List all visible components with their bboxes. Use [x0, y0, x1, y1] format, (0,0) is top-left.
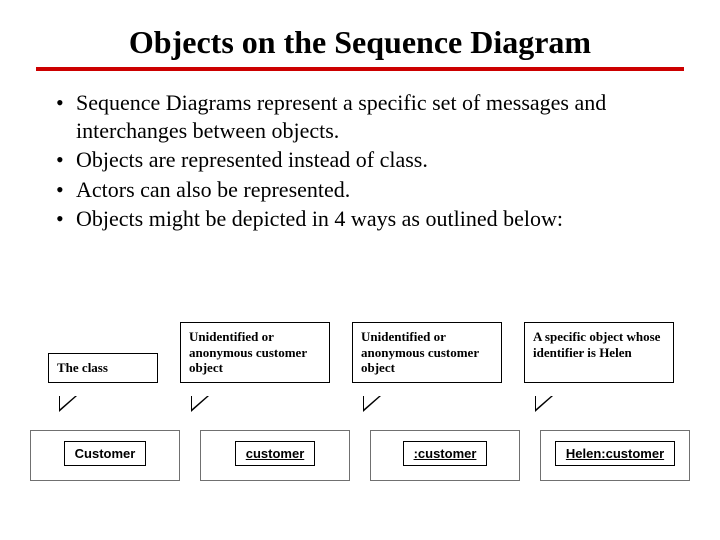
- object-box: Customer: [30, 430, 180, 481]
- bullet-item: Sequence Diagrams represent a specific s…: [54, 89, 672, 144]
- callout-text: Unidentified or anonymous customer objec…: [189, 329, 307, 375]
- object-label-customer-anon: customer: [235, 441, 316, 466]
- callout-anon-2: Unidentified or anonymous customer objec…: [352, 322, 502, 383]
- object-label-colon-customer: :customer: [403, 441, 488, 466]
- title-divider: [36, 67, 684, 71]
- object-box: :customer: [370, 430, 520, 481]
- object-label-helen-customer: Helen:customer: [555, 441, 675, 466]
- callout-row: The class Unidentified or anonymous cust…: [48, 322, 690, 383]
- callout-text: Unidentified or anonymous customer objec…: [361, 329, 479, 375]
- bullet-item: Objects are represented instead of class…: [54, 146, 672, 174]
- object-box: customer: [200, 430, 350, 481]
- callout-specific: A specific object whose identifier is He…: [524, 322, 674, 383]
- page-title: Objects on the Sequence Diagram: [48, 24, 672, 61]
- callout-the-class: The class: [48, 353, 158, 383]
- bullet-item: Objects might be depicted in 4 ways as o…: [54, 205, 672, 233]
- callout-text: A specific object whose identifier is He…: [533, 329, 660, 360]
- bullet-item: Actors can also be represented.: [54, 176, 672, 204]
- callout-anon-1: Unidentified or anonymous customer objec…: [180, 322, 330, 383]
- object-box: Helen:customer: [540, 430, 690, 481]
- object-label-customer-class: Customer: [64, 441, 147, 466]
- callout-text: The class: [57, 360, 108, 375]
- slide: Objects on the Sequence Diagram Sequence…: [0, 0, 720, 255]
- object-boxes-row: Customer customer :customer Helen:custom…: [30, 430, 690, 481]
- bullet-list: Sequence Diagrams represent a specific s…: [48, 89, 672, 233]
